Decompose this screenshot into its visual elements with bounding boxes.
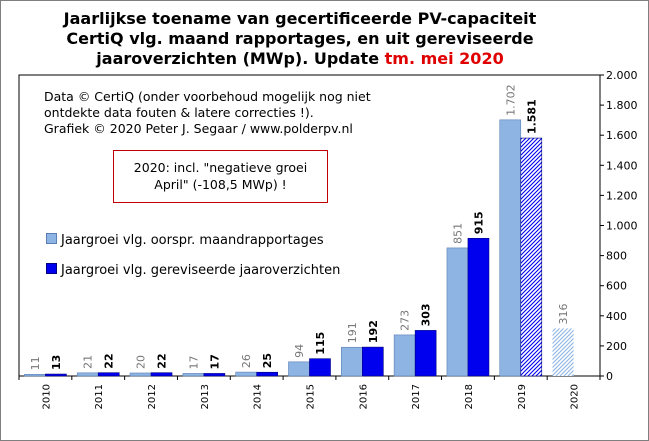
data-label-series-2: 22 xyxy=(103,353,116,368)
legend-label-series-1: Jaargroei vlg. oorspr. maandrapportages xyxy=(61,233,324,248)
bar-series-1 xyxy=(182,373,205,377)
data-label-series-2: 13 xyxy=(50,355,63,370)
legend-item-series-2: Jaargroei vlg. gereviseerde jaaroverzich… xyxy=(46,263,340,279)
x-tick-label: 2018 xyxy=(464,384,475,409)
bar-series-1 xyxy=(288,361,310,377)
x-tick-label: 2012 xyxy=(147,384,158,409)
data-label-series-1: 273 xyxy=(399,310,412,331)
chart-title-line-1: Jaarlijkse toename van gecertificeerde P… xyxy=(63,9,537,28)
legend-item-series-1: Jaargroei vlg. oorspr. maandrapportages xyxy=(46,233,324,249)
credit-line-1: Data © CertiQ (onder voorbehoud mogelijk… xyxy=(44,89,371,104)
y-tick-label: 0 xyxy=(606,370,613,383)
x-tick-label: 2011 xyxy=(94,384,105,409)
note-line-1: 2020: incl. "negatieve groei xyxy=(133,160,308,175)
x-tick-label: 2016 xyxy=(358,384,369,409)
chart-title-line-3-prefix: jaaroverzichten (MWp). Update xyxy=(96,49,385,68)
bar-series-1 xyxy=(552,328,574,376)
note-line-2: April" (-108,5 MWp) ! xyxy=(154,177,287,192)
y-tick-label: 1.400 xyxy=(606,159,638,172)
data-label-series-1: 851 xyxy=(451,223,464,244)
legend-label-series-2: Jaargroei vlg. gereviseerde jaaroverzich… xyxy=(61,263,341,278)
data-label-series-2: 1.581 xyxy=(525,99,538,134)
data-label-series-2: 192 xyxy=(367,320,380,343)
data-label-series-1: 316 xyxy=(557,303,570,324)
data-label-series-2: 25 xyxy=(261,353,274,368)
x-tick-label: 2014 xyxy=(253,384,264,409)
bar-series-2 xyxy=(520,137,543,377)
data-label-series-1: 21 xyxy=(82,355,95,369)
data-label-series-2: 303 xyxy=(420,303,433,326)
chart-title-update-date: tm. mei 2020 xyxy=(384,49,504,68)
y-tick-label: 600 xyxy=(606,280,627,293)
x-tick-label: 2010 xyxy=(41,384,52,409)
y-tick-label: 400 xyxy=(606,310,627,323)
bar-series-1 xyxy=(76,372,99,377)
data-label-series-1: 191 xyxy=(346,322,359,343)
legend-swatch-series-1 xyxy=(46,233,57,244)
data-label-series-1: 94 xyxy=(293,344,306,358)
data-label-series-1: 17 xyxy=(187,355,200,369)
chart-title-line-3: jaaroverzichten (MWp). Update tm. mei 20… xyxy=(0,49,600,69)
y-tick-label: 200 xyxy=(606,340,627,353)
x-tick-label: 2013 xyxy=(200,384,211,409)
bar-series-1 xyxy=(393,334,416,377)
bar-series-1 xyxy=(235,371,257,377)
bar-series-1 xyxy=(499,119,522,377)
y-tick-label: 1.200 xyxy=(606,189,638,202)
annotation-note: 2020: incl. "negatieve groei April" (-10… xyxy=(113,150,328,203)
bar-series-2 xyxy=(45,373,67,377)
credit-line-2: ontdekte data fouten & latere correcties… xyxy=(44,105,314,120)
data-label-series-2: 17 xyxy=(208,354,221,369)
bar-series-2 xyxy=(203,373,226,377)
data-label-series-1: 20 xyxy=(135,355,148,369)
bar-series-1 xyxy=(129,372,152,377)
bar-series-1 xyxy=(341,346,363,377)
data-label-series-1: 1.702 xyxy=(504,84,517,116)
legend-swatch-series-2 xyxy=(46,263,57,274)
y-tick-label: 1.000 xyxy=(606,220,638,233)
data-label-series-2: 915 xyxy=(472,211,485,234)
data-label-series-2: 22 xyxy=(156,353,169,368)
y-tick-label: 1.800 xyxy=(606,99,638,112)
y-tick-label: 1.600 xyxy=(606,129,638,142)
bar-series-2 xyxy=(362,346,384,377)
bar-series-1 xyxy=(446,247,469,377)
x-tick-label: 2015 xyxy=(306,384,317,409)
data-label-series-1: 26 xyxy=(240,354,253,368)
data-label-series-1: 11 xyxy=(29,356,42,370)
bar-series-2 xyxy=(309,358,331,377)
y-tick-label: 2.000 xyxy=(606,69,638,82)
bar-series-2 xyxy=(467,237,490,377)
y-tick-label: 800 xyxy=(606,250,627,263)
credit-line-3: Grafiek © 2020 Peter J. Segaar / www.pol… xyxy=(44,121,353,136)
x-tick-label: 2020 xyxy=(570,384,581,409)
bar-series-2 xyxy=(256,371,278,377)
chart-title-line-2: CertiQ vlg. maand rapportages, en uit ge… xyxy=(66,29,534,48)
data-credit: Data © CertiQ (onder voorbehoud mogelijk… xyxy=(44,89,414,137)
bar-series-2 xyxy=(97,372,120,377)
bar-series-1 xyxy=(24,374,46,377)
bar-series-2 xyxy=(150,372,173,377)
bar-series-2 xyxy=(414,330,437,377)
x-tick-label: 2017 xyxy=(411,384,422,409)
data-label-series-2: 115 xyxy=(314,332,327,355)
x-tick-label: 2019 xyxy=(517,384,528,409)
